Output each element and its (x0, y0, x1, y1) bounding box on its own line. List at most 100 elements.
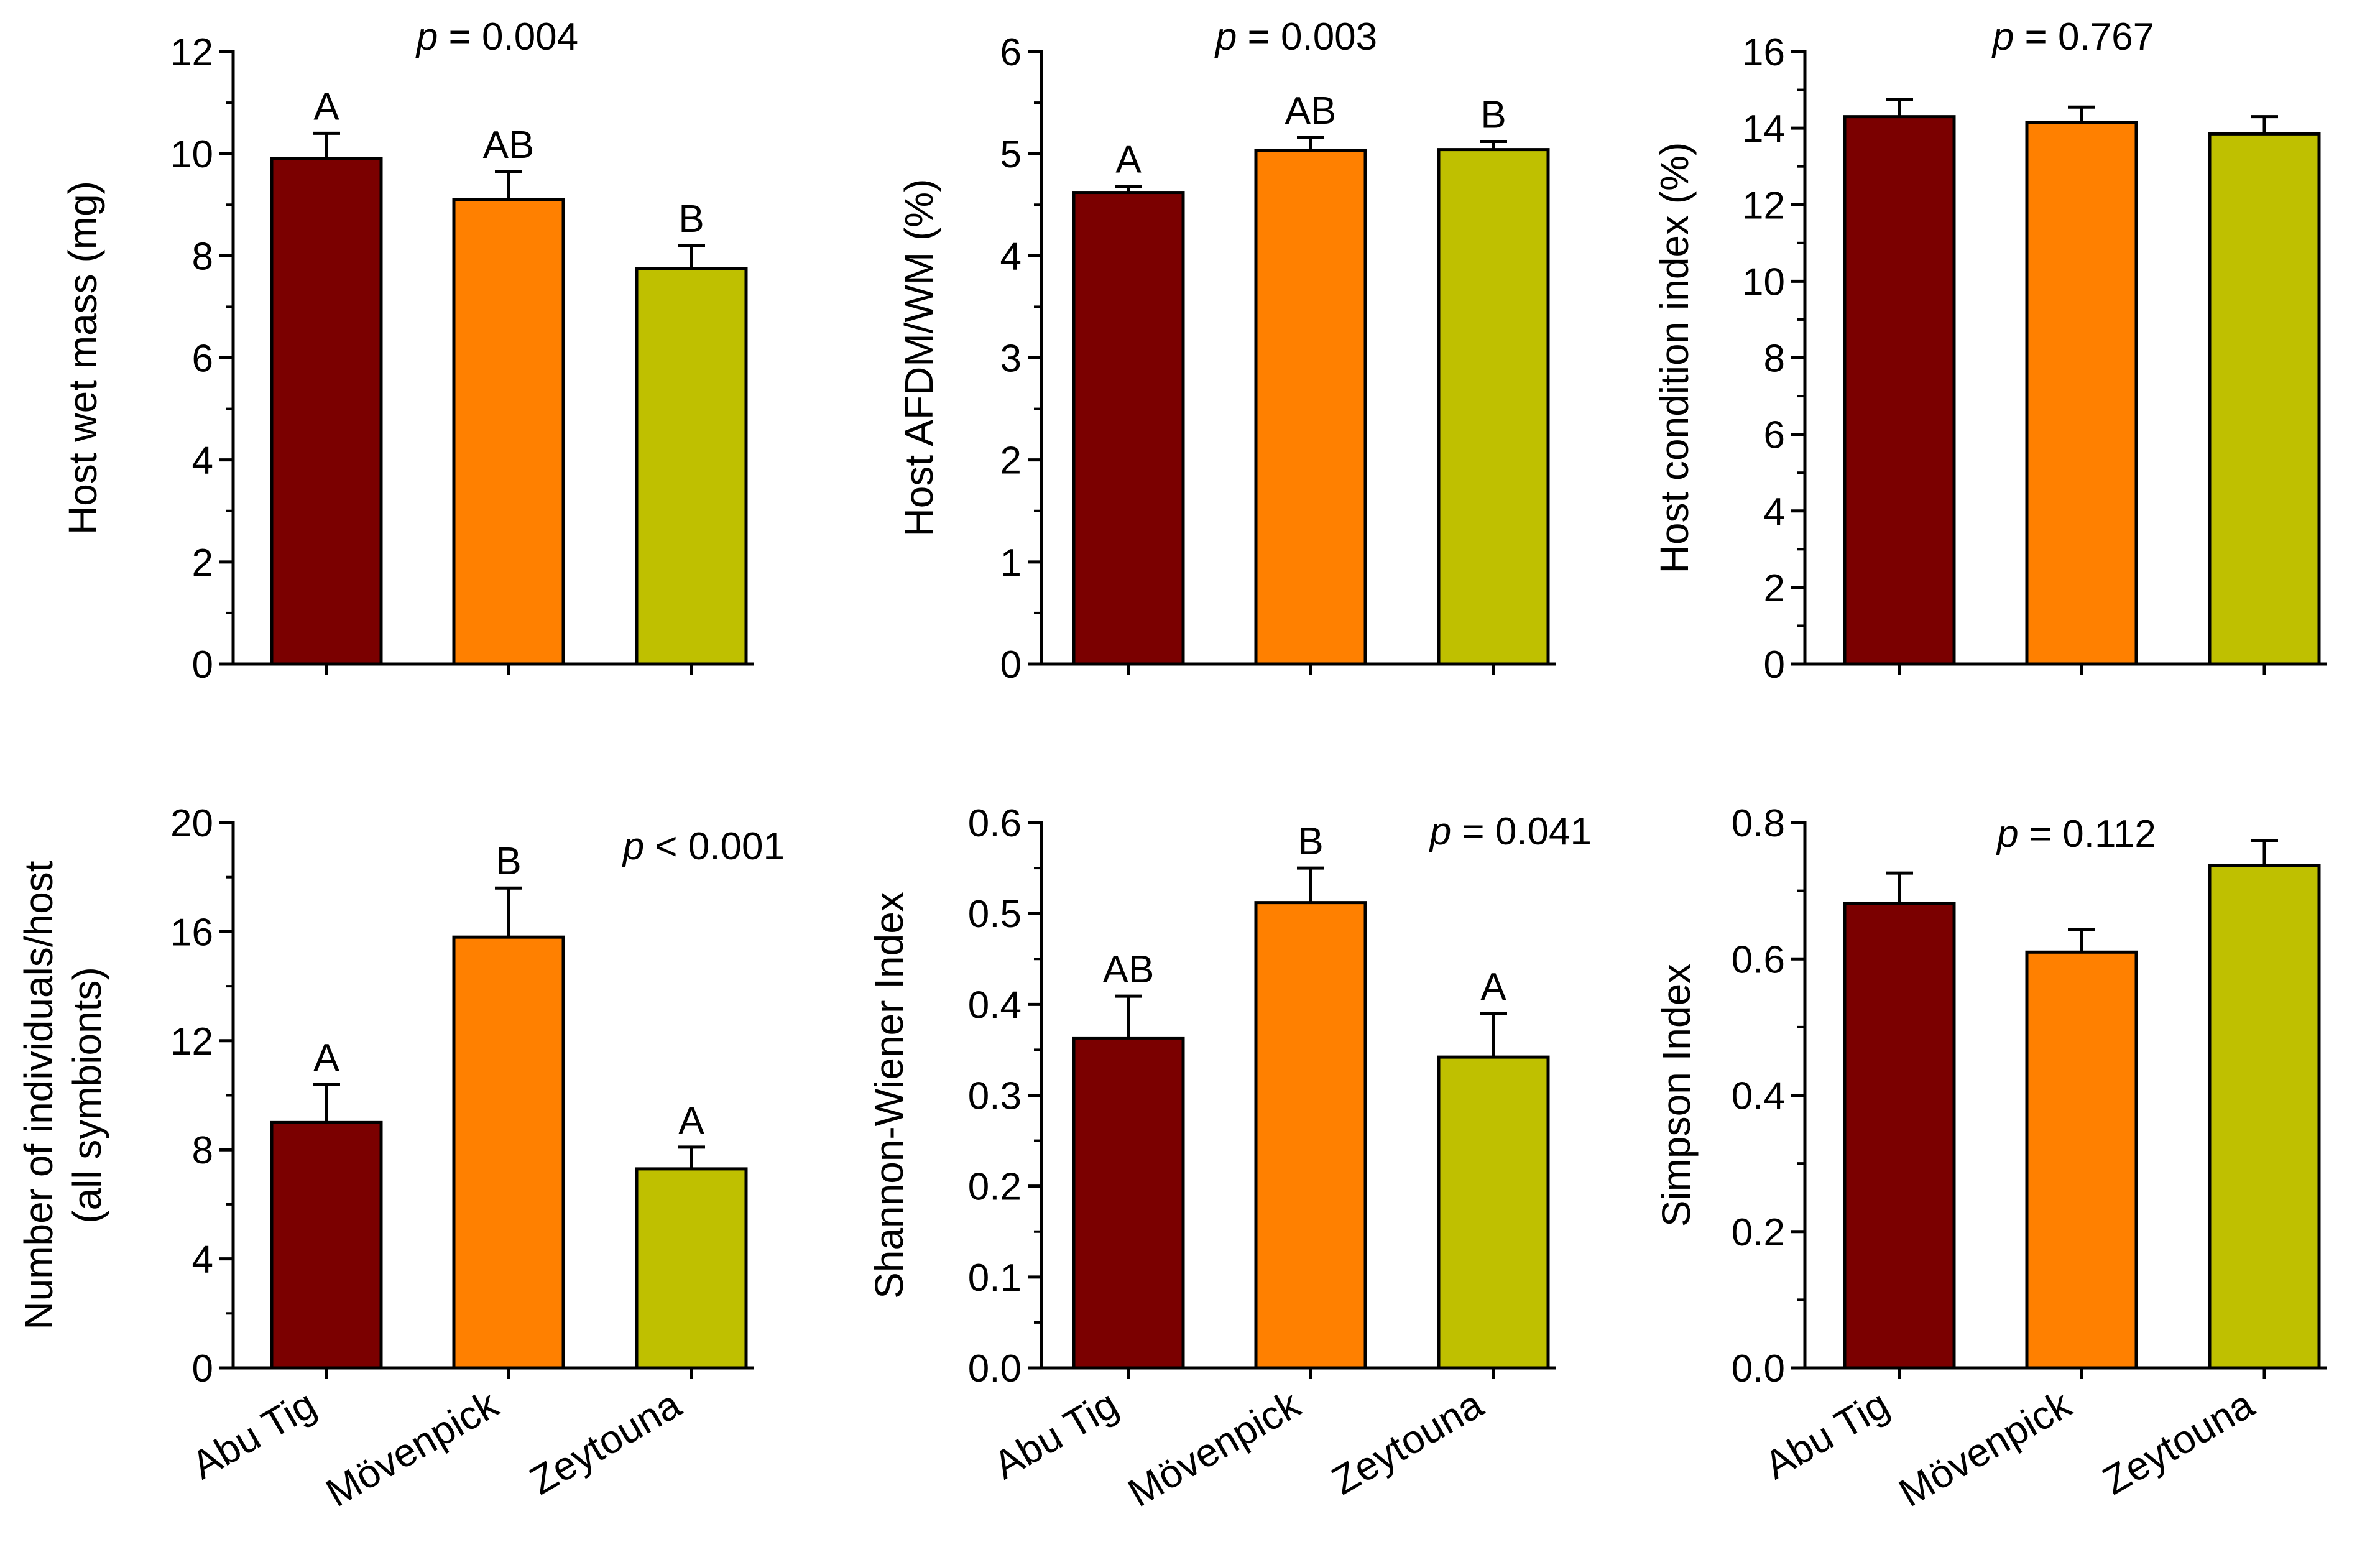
p-value-label: p = 0.003 (1214, 16, 1377, 58)
bar (452, 935, 565, 1370)
panel-4: A B A 0 4 8 12 16 20 Number of individuals/host(a… (16, 802, 785, 1515)
bar (2025, 950, 2138, 1370)
p-value-label: p = 0.004 (415, 16, 578, 58)
y-tick-label: 2 (1000, 440, 1022, 483)
y-tick-label: 0.3 (968, 1075, 1022, 1118)
y-tick-label: 12 (170, 1020, 213, 1063)
y-axis-title-line: Number of individuals/host (16, 861, 61, 1329)
significance-letter: A (313, 1037, 339, 1079)
y-tick-label: 0 (192, 644, 213, 686)
bar (635, 1167, 748, 1370)
y-axis-title-line: Host AFDM/WM (%) (897, 179, 941, 537)
y-tick-label: 1 (1000, 542, 1022, 584)
x-category-label: Abu Tig (986, 1382, 1125, 1488)
significance-letter: AB (1103, 948, 1155, 991)
p-value-text: = 0.041 (1451, 810, 1592, 853)
y-tick-label: 12 (1742, 184, 1785, 227)
y-tick-label: 0.0 (968, 1347, 1022, 1390)
y-axis-title-line: (all symbionts) (65, 967, 109, 1224)
significance-letter: B (678, 198, 704, 241)
y-tick-label: 4 (1764, 491, 1785, 533)
y-tick-label: 0.0 (1732, 1347, 1785, 1390)
y-tick-label: 0.4 (1732, 1075, 1785, 1118)
y-tick-label: 6 (1000, 31, 1022, 74)
p-value-label: p = 0.112 (1996, 813, 2156, 856)
y-axis-title: Host AFDM/WM (%) (897, 179, 941, 537)
significance-letter: AB (483, 124, 535, 167)
y-tick-label: 0 (192, 1347, 213, 1390)
significance-letter: A (1480, 966, 1506, 1009)
y-tick-label: 0.5 (968, 893, 1022, 936)
panel-3: 0 2 4 6 8 10 12 14 16 Host condition index (%) p =… (1652, 16, 2327, 686)
panel-1: A AB B 0 2 4 6 8 10 12 Host wet mass (mg) p = 0.004 (60, 16, 754, 686)
y-tick-label: 4 (192, 440, 213, 483)
y-tick-label: 0.1 (968, 1257, 1022, 1300)
y-tick-label: 2 (1764, 567, 1785, 610)
y-tick-label: 0.2 (1732, 1211, 1785, 1254)
bar (270, 1120, 383, 1370)
bar (2208, 132, 2321, 666)
p-value-text: = 0.003 (1237, 16, 1377, 58)
y-tick-label: 16 (170, 911, 213, 954)
x-category-label: Mövenpick (1891, 1381, 2079, 1515)
y-tick-label: 0 (1000, 644, 1022, 686)
bar (635, 267, 748, 666)
y-tick-label: 0.8 (1732, 802, 1785, 845)
panel-5: AB B A 0.0 0.1 0.2 0.3 0.4 0.5 0.6 Shannon-Wiener … (867, 802, 1592, 1515)
x-category-label: Zeytouna (522, 1382, 688, 1503)
x-category-label: Mövenpick (1120, 1381, 1308, 1515)
x-category-label: Zeytouna (2095, 1382, 2261, 1503)
p-symbol: p (622, 825, 644, 868)
y-tick-label: 0.6 (1732, 938, 1785, 981)
y-axis-title: Number of individuals/host(all symbionts… (16, 861, 109, 1329)
y-tick-label: 20 (170, 802, 213, 845)
y-tick-label: 8 (192, 235, 213, 278)
p-symbol: p (1991, 16, 2014, 58)
p-symbol: p (415, 16, 438, 58)
y-tick-label: 2 (192, 542, 213, 584)
p-value-label: p = 0.767 (1991, 16, 2154, 58)
p-symbol: p (1996, 813, 2018, 856)
significance-letter: AB (1285, 90, 1337, 132)
bar (2208, 864, 2321, 1370)
bar (1843, 902, 1956, 1370)
significance-letter: B (1298, 820, 1323, 863)
y-tick-label: 4 (192, 1239, 213, 1281)
bar (1843, 115, 1956, 666)
p-symbol: p (1214, 16, 1237, 58)
y-axis-title: Shannon-Wiener Index (867, 892, 911, 1299)
bar (2025, 121, 2138, 666)
bar (1072, 1036, 1185, 1370)
y-tick-label: 8 (1764, 338, 1785, 381)
significance-letter: A (678, 1099, 704, 1142)
bar (1437, 148, 1550, 666)
panel-2: A AB B 0 1 2 3 4 5 6 Host AFDM/WM (%) p = 0.003 (897, 16, 1556, 686)
y-tick-label: 5 (1000, 133, 1022, 176)
p-value-label: p = 0.041 (1429, 810, 1592, 853)
significance-letter: A (1115, 139, 1142, 182)
bar (270, 157, 383, 666)
y-tick-label: 0 (1764, 644, 1785, 686)
y-axis-title-line: Host wet mass (mg) (60, 181, 105, 535)
y-tick-label: 10 (170, 133, 213, 176)
y-tick-label: 6 (192, 338, 213, 381)
p-value-text: = 0.004 (438, 16, 578, 58)
x-category-label: Abu Tig (184, 1382, 323, 1488)
y-tick-label: 3 (1000, 338, 1022, 381)
p-value-label: p < 0.001 (622, 825, 785, 868)
p-value-text: = 0.767 (2014, 16, 2154, 58)
y-axis-title: Simpson Index (1654, 964, 1699, 1227)
x-category-label: Zeytouna (1324, 1382, 1490, 1503)
y-axis-title: Host condition index (%) (1652, 142, 1697, 574)
y-tick-label: 4 (1000, 235, 1022, 278)
y-tick-label: 12 (170, 31, 213, 74)
p-symbol: p (1429, 810, 1451, 853)
y-tick-label: 8 (192, 1129, 213, 1172)
bar (452, 198, 565, 666)
y-tick-label: 6 (1764, 414, 1785, 457)
y-tick-label: 14 (1742, 108, 1785, 150)
x-category-label: Abu Tig (1757, 1382, 1896, 1488)
bar (1254, 149, 1367, 666)
bar (1072, 191, 1185, 666)
